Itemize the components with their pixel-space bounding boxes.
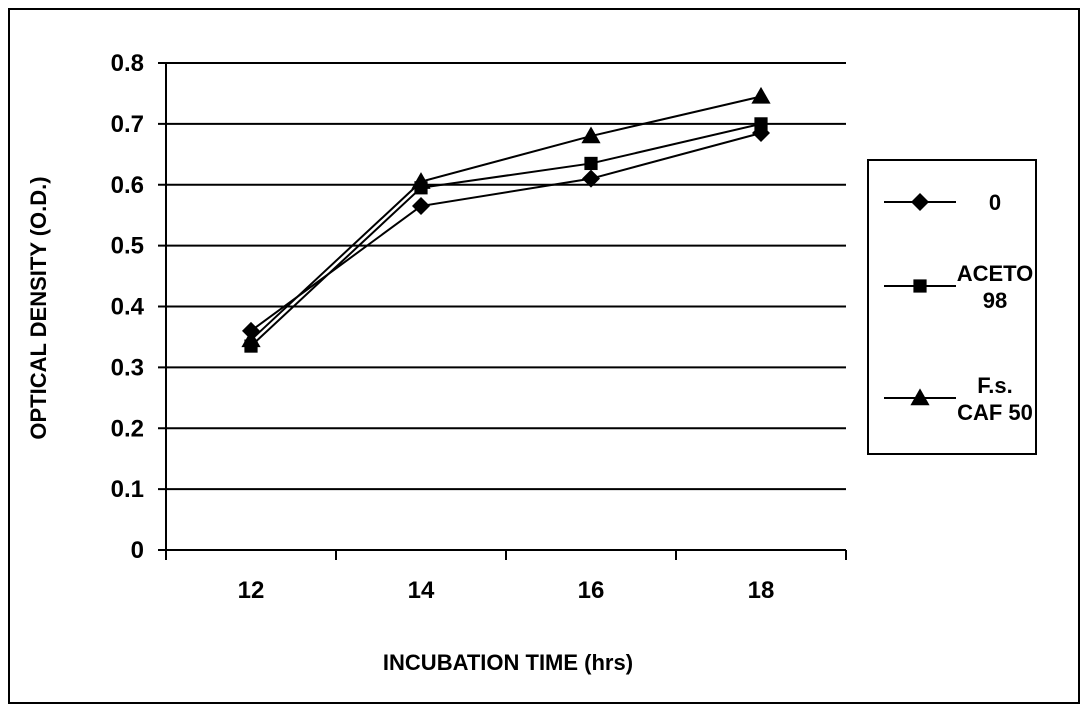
x-tick-label: 16 [578,577,605,604]
y-tick-label: 0.2 [111,415,144,442]
y-tick-label: 0.5 [111,233,144,260]
y-tick-label: 0.7 [111,111,144,138]
data-point [582,169,600,188]
y-tick-label: 0.6 [111,172,144,199]
y-tick-labels: 0 0.1 0.2 0.3 0.4 0.5 0.6 0.7 0.8 [111,50,145,564]
legend-label: 0 [989,190,1001,215]
y-tick-label: 0.8 [111,50,144,77]
y-tick-label: 0.1 [111,476,144,503]
data-point [411,172,431,189]
y-tick-label: 0 [131,537,144,564]
legend-label: ACETO 98 [957,261,1034,313]
gridlines [166,62,846,491]
y-axis-title: OPTICAL DENSITY (O.D.) [26,176,51,439]
series-line [250,95,762,341]
series-line [250,122,762,347]
legend-marker [913,279,927,293]
x-tick-labels: 12 14 16 18 [238,577,775,604]
series [241,86,771,353]
series-line [250,132,762,332]
legend-marker [910,388,930,406]
series-triangle [241,86,771,348]
data-point [581,126,601,144]
legend-box [867,159,1037,455]
legend-entries: 0 ACETO 98 F.s. CAF 50 [884,190,1033,425]
data-point [241,330,261,348]
x-tick-label: 14 [408,577,435,604]
legend-entry: ACETO 98 [884,261,1033,313]
y-tick-label: 0.3 [111,354,144,381]
legend-label: F.s. CAF 50 [957,373,1033,425]
data-point [412,197,430,216]
legend-marker [911,193,929,211]
data-point [584,156,598,171]
legend-entry: 0 [884,190,1001,215]
chart-border [8,8,1080,704]
y-tick-label: 0.4 [111,294,145,321]
data-point [751,86,771,104]
axes [158,62,847,560]
x-tick-label: 12 [238,577,265,604]
x-axis-title: INCUBATION TIME (hrs) [383,650,633,675]
legend-entry: F.s. CAF 50 [884,373,1033,425]
x-tick-label: 18 [748,577,775,604]
data-point [754,117,768,131]
legend: 0 ACETO 98 F.s. CAF 50 [867,159,1037,455]
